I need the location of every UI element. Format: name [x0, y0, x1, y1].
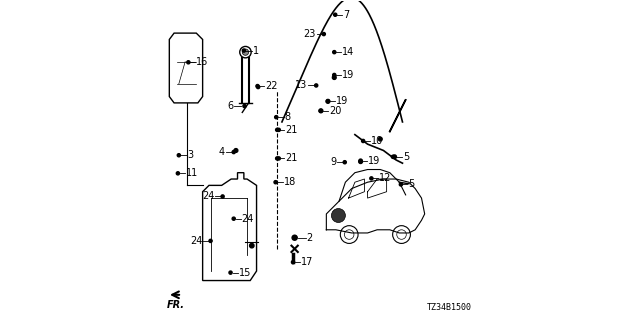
Circle shape — [276, 128, 279, 132]
Circle shape — [250, 244, 254, 248]
Circle shape — [275, 116, 278, 119]
Circle shape — [277, 157, 280, 160]
Text: 21: 21 — [285, 153, 298, 164]
Circle shape — [326, 100, 330, 103]
Circle shape — [177, 154, 180, 157]
Circle shape — [332, 209, 346, 222]
Text: 16: 16 — [196, 57, 208, 67]
Circle shape — [326, 100, 330, 103]
Circle shape — [232, 217, 236, 220]
Circle shape — [209, 239, 212, 243]
Text: 10: 10 — [371, 136, 383, 146]
Text: 12: 12 — [379, 173, 391, 183]
Circle shape — [399, 183, 403, 186]
Circle shape — [333, 13, 337, 16]
Circle shape — [257, 85, 260, 89]
Circle shape — [333, 73, 336, 76]
Text: 8: 8 — [284, 112, 291, 122]
Text: FR.: FR. — [166, 300, 185, 309]
Circle shape — [359, 159, 362, 162]
Circle shape — [176, 172, 179, 175]
Text: 21: 21 — [285, 125, 298, 135]
Circle shape — [332, 76, 336, 79]
Text: 4: 4 — [219, 147, 225, 157]
Circle shape — [221, 195, 224, 198]
Text: 23: 23 — [303, 29, 316, 39]
Text: 18: 18 — [284, 177, 296, 187]
Circle shape — [393, 155, 396, 159]
Text: 20: 20 — [329, 106, 341, 116]
Circle shape — [319, 109, 322, 112]
Circle shape — [392, 155, 394, 158]
Circle shape — [291, 260, 294, 264]
Text: 11: 11 — [186, 168, 198, 178]
Circle shape — [319, 109, 323, 113]
Circle shape — [358, 160, 362, 164]
Circle shape — [274, 180, 277, 184]
Circle shape — [234, 148, 238, 152]
Text: 6: 6 — [227, 101, 234, 111]
Circle shape — [243, 49, 246, 52]
Text: 24: 24 — [202, 191, 214, 202]
Text: 7: 7 — [343, 10, 349, 20]
Circle shape — [256, 84, 259, 88]
Text: 22: 22 — [266, 81, 278, 91]
Text: 24: 24 — [190, 236, 202, 246]
Text: 24: 24 — [242, 214, 254, 224]
Text: 19: 19 — [368, 156, 380, 166]
Circle shape — [292, 235, 297, 240]
Circle shape — [343, 161, 346, 164]
Text: 13: 13 — [295, 80, 307, 91]
Text: 14: 14 — [342, 47, 354, 57]
Circle shape — [229, 271, 232, 274]
Text: 17: 17 — [301, 257, 314, 267]
Text: 5: 5 — [408, 180, 415, 189]
Circle shape — [243, 105, 246, 108]
Text: TZ34B1500: TZ34B1500 — [428, 303, 472, 312]
Circle shape — [378, 137, 382, 141]
Text: 9: 9 — [330, 157, 337, 167]
Text: 19: 19 — [342, 70, 354, 80]
Text: 3: 3 — [188, 150, 194, 160]
Text: 19: 19 — [336, 96, 348, 106]
Circle shape — [362, 140, 365, 142]
Circle shape — [294, 236, 297, 239]
Circle shape — [243, 49, 248, 55]
Circle shape — [322, 32, 325, 36]
Circle shape — [333, 51, 336, 54]
Text: 15: 15 — [239, 268, 251, 278]
Text: 2: 2 — [307, 233, 313, 243]
Text: 5: 5 — [403, 152, 410, 162]
Text: 1: 1 — [253, 45, 259, 56]
Circle shape — [232, 150, 236, 154]
Circle shape — [277, 128, 280, 132]
Circle shape — [370, 177, 373, 180]
Circle shape — [276, 157, 279, 160]
Circle shape — [187, 61, 190, 64]
Circle shape — [315, 84, 318, 87]
